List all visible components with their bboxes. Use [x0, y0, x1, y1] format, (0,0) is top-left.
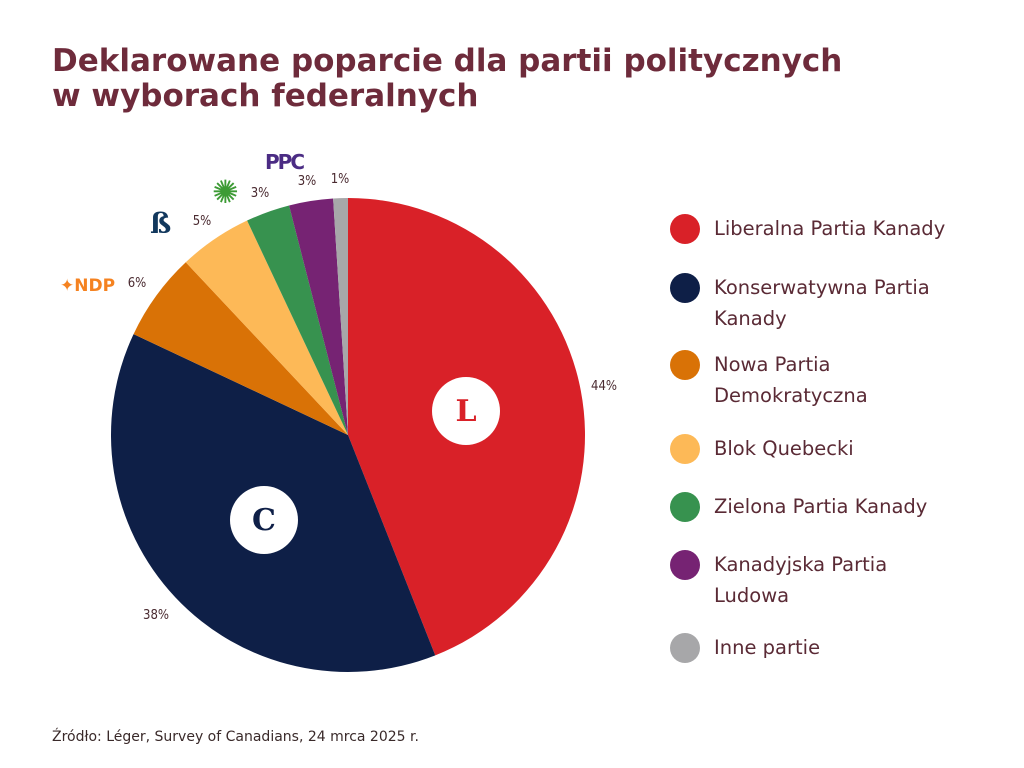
legend-label: Nowa Partia Demokratyczna — [714, 353, 868, 407]
chart-title: Deklarowane poparcie dla partii politycz… — [52, 43, 843, 114]
legend-label: Konserwatywna Partia Kanady — [714, 276, 930, 330]
legend-label: Liberalna Partia Kanady — [714, 217, 946, 240]
legend-item: Inne partie — [670, 633, 820, 663]
data-label-5: 3% — [298, 174, 317, 189]
legend-swatch — [670, 492, 700, 522]
data-label-3: 5% — [193, 214, 212, 229]
legend-swatch — [670, 273, 700, 303]
liberal-logo-icon-letter: L — [455, 394, 476, 429]
legend-swatch — [670, 350, 700, 380]
ndp-logo: ✦NDP — [60, 276, 116, 296]
pie-slice-5 — [289, 198, 348, 435]
legend-swatch — [670, 434, 700, 464]
legend-item: Blok Quebecki — [670, 434, 854, 464]
data-label-1: 38% — [143, 608, 169, 623]
legend-swatch — [670, 214, 700, 244]
legend-item: Zielona Partia Kanady — [670, 492, 927, 522]
legend-item: Kanadyjska Partia Ludowa — [670, 550, 944, 611]
conservative-logo-icon — [230, 486, 298, 554]
green-logo-icon: ✺ — [212, 173, 239, 211]
pie-slice-4 — [247, 205, 348, 435]
legend-swatch — [670, 633, 700, 663]
legend-item: Nowa Partia Demokratyczna — [670, 350, 904, 411]
legend-label: Inne partie — [714, 636, 821, 659]
legend-swatch — [670, 550, 700, 580]
pie-slice-2 — [133, 262, 348, 435]
legend-label: Zielona Partia Kanady — [714, 495, 928, 518]
legend-item: Konserwatywna Partia Kanady — [670, 273, 984, 334]
conservative-logo-icon-letter: C — [252, 503, 276, 538]
pie-slice-6 — [333, 198, 348, 435]
pie-slice-3 — [185, 220, 348, 435]
legend-label: Kanadyjska Partia Ludowa — [714, 553, 888, 607]
data-label-6: 1% — [331, 172, 350, 187]
data-label-0: 44% — [591, 379, 617, 394]
ppc-logo: PPC — [265, 150, 305, 174]
bloc-logo-icon: ß — [150, 207, 172, 240]
source-note: Źródło: Léger, Survey of Canadians, 24 m… — [52, 729, 419, 745]
data-label-2: 6% — [128, 276, 147, 291]
legend-label: Blok Quebecki — [714, 437, 854, 460]
liberal-logo-icon — [432, 377, 500, 445]
legend-item: Liberalna Partia Kanady — [670, 214, 945, 244]
data-label-4: 3% — [251, 186, 270, 201]
